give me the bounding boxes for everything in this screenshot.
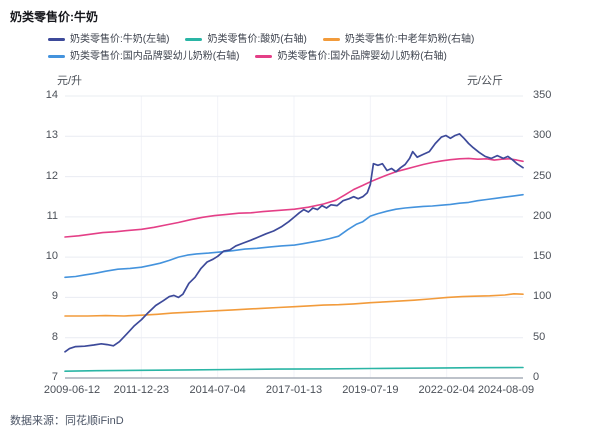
legend-item-label: 奶类零售价:酸奶(右轴) <box>207 34 307 45</box>
left-axis-tick-label: 8 <box>51 330 58 343</box>
legend-item[interactable]: 奶类零售价:国内品牌婴幼儿奶粉(右轴) <box>48 50 239 63</box>
x-axis-tick-label: 2017-01-13 <box>265 384 323 396</box>
legend-item[interactable]: 奶类零售价:牛奶(左轴) <box>48 33 169 46</box>
legend-item[interactable]: 奶类零售价:中老年奶粉(右轴) <box>322 33 475 46</box>
x-axis-tick-label: 2014-07-04 <box>189 384 246 396</box>
legend-line-swatch-icon <box>48 38 65 41</box>
legend-item-label: 奶类零售价:国外品牌婴幼儿奶粉(右轴) <box>277 51 447 62</box>
legend-line-swatch-icon <box>322 38 340 41</box>
right-axis-tick-label: 0 <box>533 371 540 383</box>
legend-row: 奶类零售价:牛奶(左轴) 奶类零售价:酸奶(右轴) 奶类零售价:中老年奶粉(右轴) <box>48 33 518 46</box>
legend-line-swatch-icon <box>48 55 65 58</box>
legend-item[interactable]: 奶类零售价:酸奶(右轴) <box>185 33 307 46</box>
x-axis-tick-label: 2009-06-12 <box>43 384 101 396</box>
series-line[interactable] <box>64 157 524 238</box>
x-axis-tick-label: 2022-02-04 <box>418 384 475 396</box>
right-axis-tick-label: 150 <box>533 250 552 263</box>
left-axis-tick-label: 13 <box>45 129 58 142</box>
left-axis-tick-label: 9 <box>51 290 58 303</box>
left-axis-tick-label: 12 <box>45 169 58 182</box>
legend-item-label: 奶类零售价:国内品牌婴幼儿奶粉(右轴) <box>70 51 240 62</box>
data-source-label: 数据来源：同花顺iFinD <box>10 415 124 427</box>
left-axis-tick-label: 14 <box>45 89 58 101</box>
series-line[interactable] <box>64 366 524 373</box>
legend: 奶类零售价:牛奶(左轴) 奶类零售价:酸奶(右轴) 奶类零售价:中老年奶粉(右轴) 奶… <box>48 33 518 63</box>
series-line[interactable] <box>64 133 524 353</box>
series-line[interactable] <box>64 292 524 317</box>
legend-line-swatch-icon <box>185 38 203 41</box>
legend-line-swatch-icon <box>255 55 273 58</box>
chart-title: 奶类零售价:牛奶 <box>10 10 98 24</box>
legend-item-label: 奶类零售价:牛奶(左轴) <box>70 34 170 45</box>
x-axis-tick-label: 2019-07-19 <box>342 384 399 396</box>
right-axis-tick-label: 100 <box>533 290 552 303</box>
legend-item-label: 奶类零售价:中老年奶粉(右轴) <box>344 34 475 45</box>
legend-row: 奶类零售价:国内品牌婴幼儿奶粉(右轴) 奶类零售价:国外品牌婴幼儿奶粉(右轴) <box>48 50 518 63</box>
right-axis-tick-label: 350 <box>533 89 552 101</box>
right-axis-tick-label: 250 <box>533 169 552 182</box>
x-axis-tick-label: 2024-08-09 <box>477 384 535 396</box>
left-axis-tick-label: 7 <box>51 371 58 383</box>
series-line[interactable] <box>64 193 524 279</box>
right-axis-tick-label: 300 <box>533 129 552 142</box>
right-axis-tick-label: 50 <box>533 330 546 343</box>
legend-item[interactable]: 奶类零售价:国外品牌婴幼儿奶粉(右轴) <box>255 50 447 63</box>
right-axis-tick-label: 200 <box>533 209 552 222</box>
x-axis-tick-label: 2011-12-23 <box>113 384 170 396</box>
left-axis-unit-label: 元/升 <box>57 75 83 87</box>
right-axis-unit-label: 元/公斤 <box>466 75 503 87</box>
left-axis-tick-label: 10 <box>45 250 58 263</box>
left-axis-tick-label: 11 <box>46 209 58 222</box>
